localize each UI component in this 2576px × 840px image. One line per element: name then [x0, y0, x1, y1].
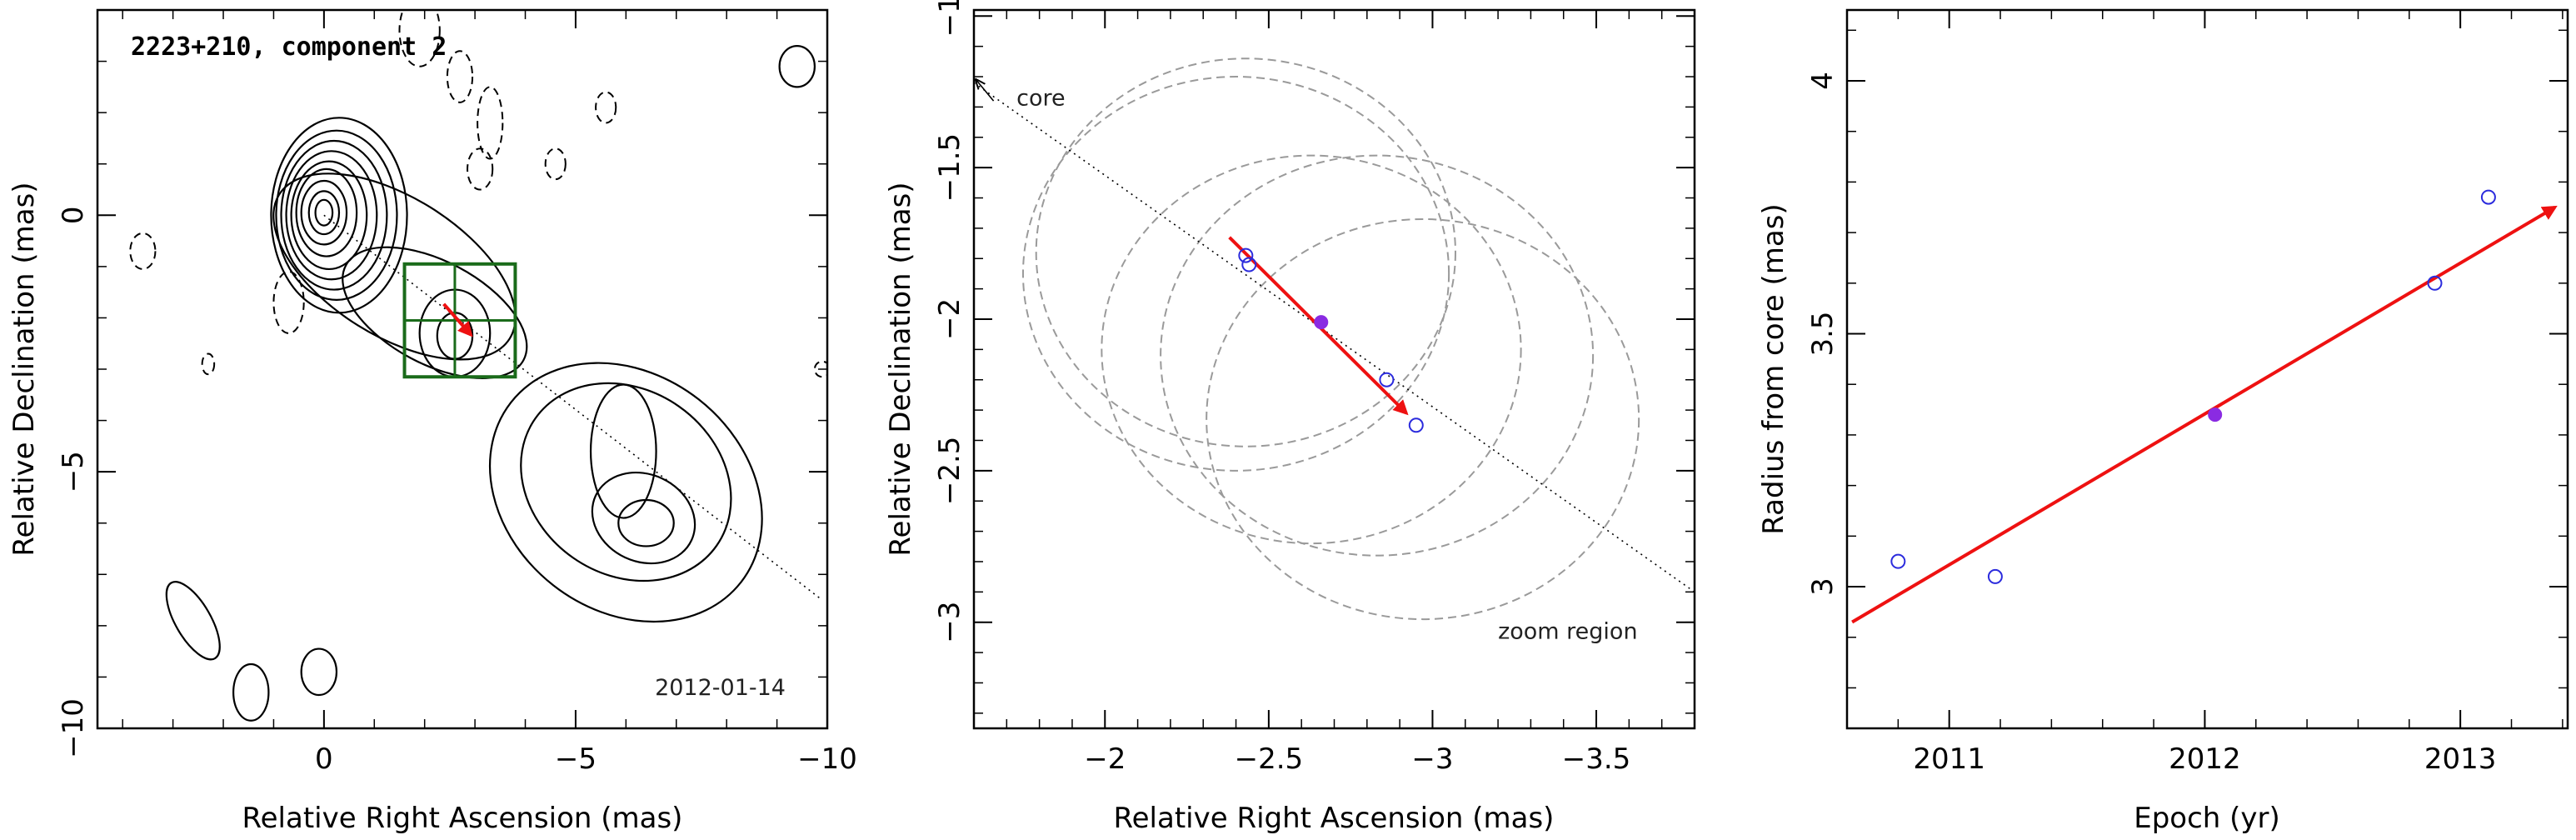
negative-contour	[398, 10, 441, 68]
positive-contour	[290, 160, 368, 271]
y-tick-label: 0	[57, 206, 90, 224]
negative-contour	[129, 232, 157, 270]
gaussian-circle	[1035, 58, 1456, 448]
positive-contour	[165, 581, 221, 661]
gaussian-circle	[1021, 76, 1450, 472]
x-tick-label: 2013	[2424, 742, 2497, 776]
positive-contour	[275, 129, 398, 301]
y-axis-title: Radius from core (mas)	[1757, 203, 1790, 534]
positive-contour	[307, 190, 341, 236]
y-tick-label: −2.5	[933, 437, 966, 506]
core-annotation: core	[1016, 85, 1065, 111]
y-tick-label: −1	[933, 0, 966, 37]
axis-ticks: 0 −5 −10 0 −5 −10	[57, 9, 857, 776]
contour-map-panel: 0 −5 −10 0 −5 −10 2223+210, component 2 2012-…	[7, 8, 857, 835]
zoom-content	[974, 58, 1695, 621]
axis-ticks: 2011 2012 2013 3 3.5 4	[1806, 10, 2568, 776]
y-tick-label: −10	[57, 698, 90, 758]
plot-frame	[1845, 8, 2569, 730]
open-data-point	[1379, 372, 1395, 388]
y-tick-label: −2	[933, 298, 966, 340]
axis-ticks: −2 −2.5 −3 −3.5 −1 −1.5 −2 −2.5 −3	[933, 0, 1695, 776]
negative-contour	[467, 148, 494, 191]
x-tick-label: 2012	[2169, 742, 2241, 776]
zoom-region-panel: −2 −2.5 −3 −3.5 −1 −1.5 −2 −2.5 −3 core zoom reg…	[884, 0, 1696, 835]
x-tick-label: 0	[315, 742, 333, 776]
positive-contour	[589, 383, 657, 519]
x-axis-title: Relative Right Ascension (mas)	[242, 802, 683, 835]
positive-contour	[591, 471, 696, 565]
positive-contour	[295, 168, 358, 258]
radius-epoch-panel: 2011 2012 2013 3 3.5 4 Epoch (yr) Radius from…	[1757, 8, 2569, 835]
filled-data-point	[1314, 315, 1329, 330]
core-direction-line	[323, 214, 823, 601]
negative-contour	[272, 271, 305, 334]
core-arrow	[976, 80, 995, 102]
fit-arrow	[1851, 205, 2558, 624]
plot-frame	[96, 8, 829, 730]
positive-contour	[617, 498, 675, 548]
y-tick-label: 4	[1806, 72, 1840, 90]
positive-contour	[342, 246, 528, 379]
zoom-region-annotation: zoom region	[1498, 619, 1637, 645]
open-data-point	[2480, 189, 2496, 205]
positive-contour	[520, 382, 732, 582]
open-data-point	[1241, 257, 1257, 272]
map-title: 2223+210, component 2	[131, 32, 447, 62]
positive-contour	[488, 362, 763, 623]
y-tick-label: 3	[1806, 578, 1840, 596]
x-tick-label: −3	[1411, 742, 1453, 776]
x-tick-label: −3.5	[1562, 742, 1631, 776]
negative-contour	[446, 50, 474, 103]
y-tick-label: −3	[933, 602, 966, 643]
negative-contour	[201, 352, 216, 376]
y-tick-label: −1.5	[933, 133, 966, 202]
x-tick-label: −2	[1084, 742, 1126, 776]
positive-contour	[778, 44, 816, 88]
positive-contour	[232, 662, 270, 722]
map-date-label: 2012-01-14	[655, 675, 786, 701]
x-tick-label: −10	[797, 742, 857, 776]
x-axis-title: Relative Right Ascension (mas)	[1114, 802, 1555, 835]
gaussian-circle	[1160, 154, 1595, 557]
open-data-point	[1238, 248, 1254, 263]
open-data-point	[1408, 418, 1424, 433]
x-axis-title: Epoch (yr)	[2134, 802, 2280, 835]
negative-contour	[544, 148, 567, 181]
overlay-layer	[323, 214, 823, 601]
positive-contour	[272, 172, 517, 361]
x-tick-label: −5	[555, 742, 597, 776]
y-axis-title: Relative Declination (mas)	[884, 182, 917, 556]
negative-contour	[595, 91, 617, 124]
motion-arrow	[442, 302, 473, 338]
filled-data-point	[2208, 408, 2223, 422]
radius-content	[1851, 189, 2558, 624]
core-direction-line	[974, 82, 1695, 592]
positive-contour	[314, 198, 334, 227]
y-tick-label: −5	[57, 451, 90, 492]
y-axis-title: Relative Declination (mas)	[7, 182, 41, 556]
gaussian-circle	[1206, 218, 1640, 621]
open-data-point	[2427, 275, 2443, 291]
contour-layer	[129, 10, 827, 722]
positive-contour	[300, 179, 348, 246]
open-data-point	[1890, 553, 1906, 569]
y-tick-label: 3.5	[1806, 311, 1840, 356]
positive-contour	[300, 648, 338, 697]
open-data-point	[1987, 568, 2003, 584]
positive-contour	[285, 150, 378, 281]
positive-contour	[280, 139, 388, 291]
x-tick-label: 2011	[1913, 742, 1985, 776]
gaussian-circle	[1101, 154, 1522, 545]
x-tick-label: −2.5	[1235, 742, 1304, 776]
